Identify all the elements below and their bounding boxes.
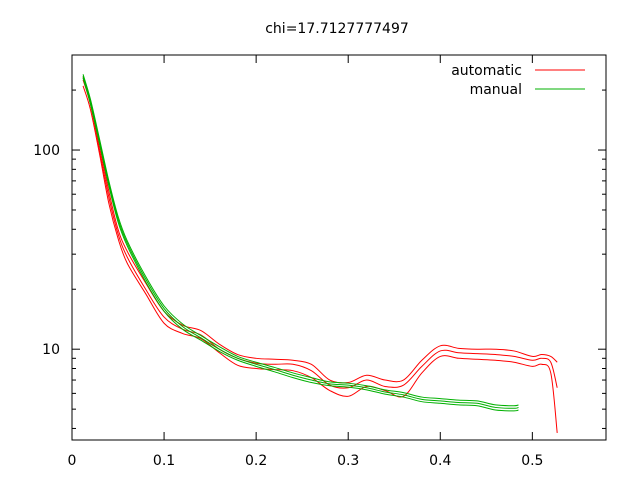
series-line-manual-upper xyxy=(82,74,519,407)
legend-label-automatic: automatic xyxy=(451,63,522,79)
series-line-automatic-upper xyxy=(82,77,558,384)
x-tick-label: 0.1 xyxy=(153,453,175,469)
series-line-automatic xyxy=(82,79,558,389)
y-axis: 10 100 xyxy=(33,54,606,429)
y-tick-label: 10 xyxy=(42,342,60,358)
x-tick-label: 0.2 xyxy=(245,453,267,469)
legend: automatic manual xyxy=(451,63,585,98)
series-layer xyxy=(82,74,558,433)
x-tick-label: 0.4 xyxy=(429,453,451,469)
x-tick-label: 0.5 xyxy=(521,453,543,469)
plot-frame xyxy=(71,54,607,441)
x-axis: 0 0.1 0.2 0.3 0.4 0.5 xyxy=(68,55,543,469)
series-line-manual xyxy=(82,75,519,409)
legend-label-manual: manual xyxy=(470,82,522,98)
series-line-manual-lower xyxy=(82,77,519,412)
x-tick-label: 0.3 xyxy=(337,453,359,469)
series-line-automatic-lower xyxy=(82,85,558,433)
y-tick-label: 100 xyxy=(33,143,60,159)
x-tick-label: 0 xyxy=(68,453,77,469)
chart-title: chi=17.7127777497 xyxy=(265,21,409,37)
